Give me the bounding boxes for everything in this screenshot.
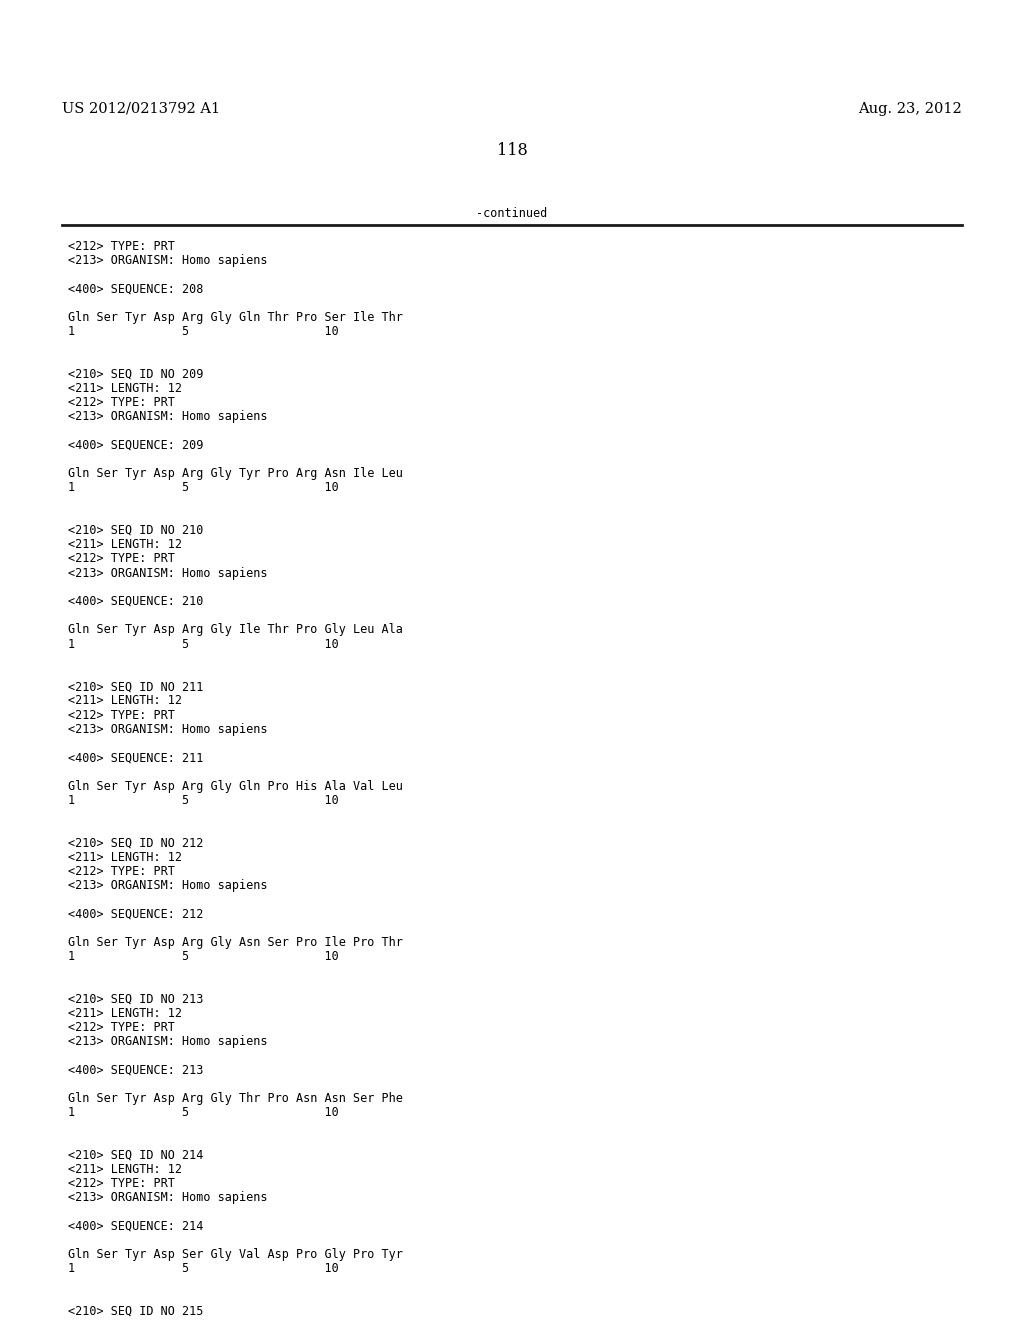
Text: <212> TYPE: PRT: <212> TYPE: PRT: [68, 1177, 175, 1191]
Text: <213> ORGANISM: Homo sapiens: <213> ORGANISM: Homo sapiens: [68, 723, 267, 735]
Text: <400> SEQUENCE: 210: <400> SEQUENCE: 210: [68, 595, 204, 609]
Text: 1               5                   10: 1 5 10: [68, 1262, 339, 1275]
Text: <213> ORGANISM: Homo sapiens: <213> ORGANISM: Homo sapiens: [68, 255, 267, 267]
Text: <400> SEQUENCE: 209: <400> SEQUENCE: 209: [68, 438, 204, 451]
Text: <400> SEQUENCE: 212: <400> SEQUENCE: 212: [68, 907, 204, 920]
Text: <400> SEQUENCE: 213: <400> SEQUENCE: 213: [68, 1064, 204, 1077]
Text: -continued: -continued: [476, 207, 548, 220]
Text: <212> TYPE: PRT: <212> TYPE: PRT: [68, 865, 175, 878]
Text: <213> ORGANISM: Homo sapiens: <213> ORGANISM: Homo sapiens: [68, 879, 267, 892]
Text: 1               5                   10: 1 5 10: [68, 793, 339, 807]
Text: <210> SEQ ID NO 212: <210> SEQ ID NO 212: [68, 837, 204, 849]
Text: <211> LENGTH: 12: <211> LENGTH: 12: [68, 1007, 182, 1020]
Text: <211> LENGTH: 12: <211> LENGTH: 12: [68, 694, 182, 708]
Text: Gln Ser Tyr Asp Arg Gly Gln Pro His Ala Val Leu: Gln Ser Tyr Asp Arg Gly Gln Pro His Ala …: [68, 780, 402, 792]
Text: <212> TYPE: PRT: <212> TYPE: PRT: [68, 240, 175, 253]
Text: <211> LENGTH: 12: <211> LENGTH: 12: [68, 381, 182, 395]
Text: <213> ORGANISM: Homo sapiens: <213> ORGANISM: Homo sapiens: [68, 1192, 267, 1204]
Text: Gln Ser Tyr Asp Arg Gly Ile Thr Pro Gly Leu Ala: Gln Ser Tyr Asp Arg Gly Ile Thr Pro Gly …: [68, 623, 402, 636]
Text: <210> SEQ ID NO 211: <210> SEQ ID NO 211: [68, 680, 204, 693]
Text: <212> TYPE: PRT: <212> TYPE: PRT: [68, 1020, 175, 1034]
Text: 1               5                   10: 1 5 10: [68, 482, 339, 495]
Text: 118: 118: [497, 143, 527, 158]
Text: <210> SEQ ID NO 209: <210> SEQ ID NO 209: [68, 368, 204, 380]
Text: <210> SEQ ID NO 215: <210> SEQ ID NO 215: [68, 1305, 204, 1317]
Text: <213> ORGANISM: Homo sapiens: <213> ORGANISM: Homo sapiens: [68, 1035, 267, 1048]
Text: 1               5                   10: 1 5 10: [68, 1106, 339, 1119]
Text: <211> LENGTH: 12: <211> LENGTH: 12: [68, 850, 182, 863]
Text: 1               5                   10: 1 5 10: [68, 638, 339, 651]
Text: <213> ORGANISM: Homo sapiens: <213> ORGANISM: Homo sapiens: [68, 566, 267, 579]
Text: <210> SEQ ID NO 214: <210> SEQ ID NO 214: [68, 1148, 204, 1162]
Text: <213> ORGANISM: Homo sapiens: <213> ORGANISM: Homo sapiens: [68, 411, 267, 424]
Text: 1               5                   10: 1 5 10: [68, 325, 339, 338]
Text: Aug. 23, 2012: Aug. 23, 2012: [858, 102, 962, 116]
Text: Gln Ser Tyr Asp Arg Gly Gln Thr Pro Ser Ile Thr: Gln Ser Tyr Asp Arg Gly Gln Thr Pro Ser …: [68, 312, 402, 323]
Text: <211> LENGTH: 12: <211> LENGTH: 12: [68, 539, 182, 552]
Text: <212> TYPE: PRT: <212> TYPE: PRT: [68, 396, 175, 409]
Text: <400> SEQUENCE: 211: <400> SEQUENCE: 211: [68, 751, 204, 764]
Text: Gln Ser Tyr Asp Arg Gly Asn Ser Pro Ile Pro Thr: Gln Ser Tyr Asp Arg Gly Asn Ser Pro Ile …: [68, 936, 402, 949]
Text: Gln Ser Tyr Asp Arg Gly Tyr Pro Arg Asn Ile Leu: Gln Ser Tyr Asp Arg Gly Tyr Pro Arg Asn …: [68, 467, 402, 480]
Text: 1               5                   10: 1 5 10: [68, 950, 339, 964]
Text: <211> LENGTH: 12: <211> LENGTH: 12: [68, 1163, 182, 1176]
Text: US 2012/0213792 A1: US 2012/0213792 A1: [62, 102, 220, 116]
Text: Gln Ser Tyr Asp Arg Gly Thr Pro Asn Asn Ser Phe: Gln Ser Tyr Asp Arg Gly Thr Pro Asn Asn …: [68, 1092, 402, 1105]
Text: <400> SEQUENCE: 214: <400> SEQUENCE: 214: [68, 1220, 204, 1233]
Text: <212> TYPE: PRT: <212> TYPE: PRT: [68, 552, 175, 565]
Text: <212> TYPE: PRT: <212> TYPE: PRT: [68, 709, 175, 722]
Text: <210> SEQ ID NO 213: <210> SEQ ID NO 213: [68, 993, 204, 1006]
Text: <400> SEQUENCE: 208: <400> SEQUENCE: 208: [68, 282, 204, 296]
Text: <210> SEQ ID NO 210: <210> SEQ ID NO 210: [68, 524, 204, 537]
Text: Gln Ser Tyr Asp Ser Gly Val Asp Pro Gly Pro Tyr: Gln Ser Tyr Asp Ser Gly Val Asp Pro Gly …: [68, 1249, 402, 1261]
